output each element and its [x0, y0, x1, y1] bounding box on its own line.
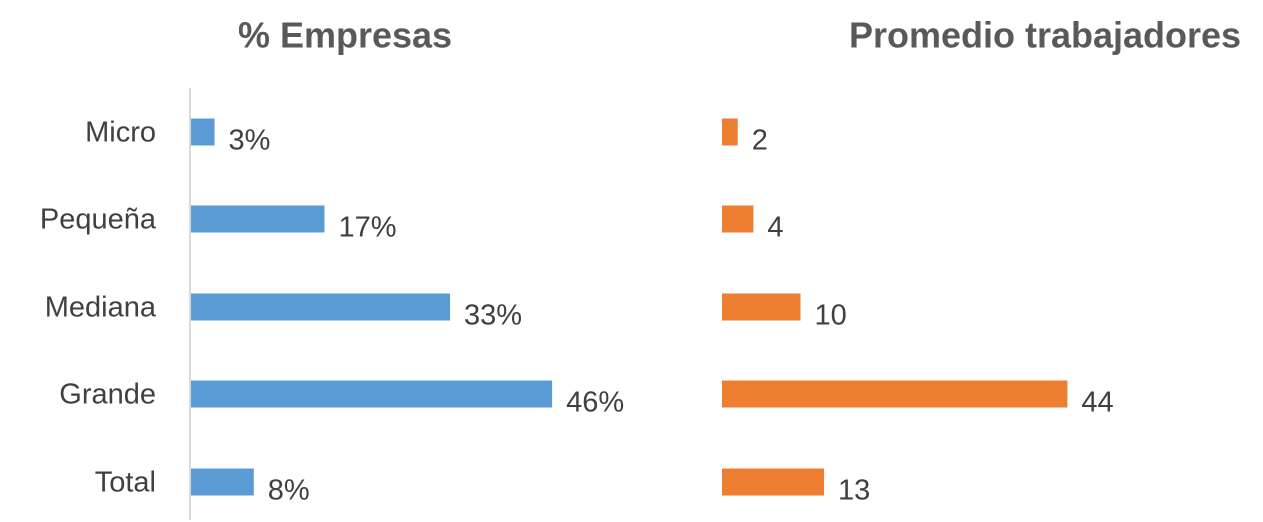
- chart-2-data-label: 44: [1081, 387, 1113, 419]
- chart-1-bar-mediana: [191, 293, 451, 321]
- chart-1-data-label: 46%: [566, 387, 624, 419]
- chart-1-data-label: 8%: [268, 475, 310, 507]
- chart-1-category-labels: Micro Pequeña Mediana Grande Total: [40, 117, 157, 499]
- chart-1-data-labels: 3% 17% 33% 46% 8%: [229, 125, 625, 507]
- chart-1-data-label: 33%: [464, 300, 522, 332]
- chart-2-bar-grande: [722, 380, 1068, 408]
- chart-2-title: Promedio trabajadores: [849, 15, 1241, 56]
- chart-1-data-label: 17%: [338, 212, 396, 244]
- chart-1-bar-micro: [191, 118, 215, 146]
- chart-1-category-label: Micro: [85, 117, 156, 149]
- chart-1-category-label: Total: [95, 467, 156, 499]
- chart-2-bars: [722, 118, 1068, 496]
- chart-2-bar-micro: [722, 118, 738, 146]
- chart-1-bar-grande: [191, 380, 553, 408]
- chart-1-bar-total: [191, 468, 254, 496]
- chart-2-data-labels: 2 4 10 44 13: [752, 125, 1114, 507]
- chart-1-category-label: Grande: [59, 379, 156, 411]
- chart-1-bar-peque-a: [191, 205, 325, 233]
- chart-1-category-label: Pequeña: [40, 204, 157, 236]
- chart-2-data-label: 2: [752, 125, 768, 157]
- chart-1-bars: [191, 118, 553, 496]
- chart-2-bar-mediana: [722, 293, 801, 321]
- chart-1-category-label: Mediana: [45, 292, 157, 324]
- chart-1-data-label: 3%: [229, 125, 271, 157]
- chart-2-bar-peque-a: [722, 205, 754, 233]
- chart-2-data-label: 10: [815, 300, 847, 332]
- chart-2-bar-total: [722, 468, 825, 496]
- chart-2-data-label: 4: [767, 212, 783, 244]
- chart-2-data-label: 13: [838, 475, 870, 507]
- chart-1-title: % Empresas: [238, 15, 452, 56]
